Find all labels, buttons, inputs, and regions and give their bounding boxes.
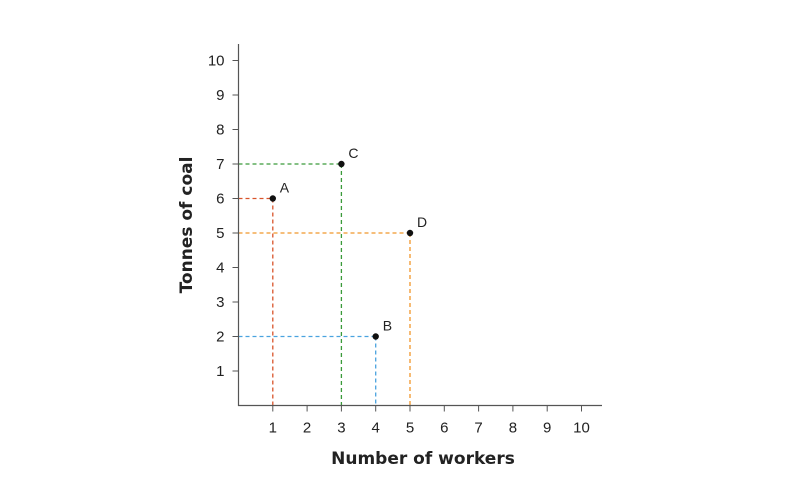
x-tick-label: 7 [474,420,482,437]
y-tick-label: 6 [216,191,224,208]
x-tick-label: 2 [303,420,311,437]
y-tick-label: 10 [208,53,225,70]
x-tick-label: 10 [573,420,590,437]
x-tick-label: 5 [406,420,414,437]
y-tick-label: 9 [216,87,224,104]
point-c [338,160,345,168]
x-tick-label: 4 [372,420,380,437]
point-label-a: A [280,180,290,196]
y-tick-label: 4 [216,260,224,277]
axes [237,44,602,407]
y-tick-label: 3 [216,294,224,311]
point-label-c: C [348,145,358,161]
point-d [406,229,414,237]
point-label-d: D [417,214,427,230]
x-tick-label: 3 [337,420,345,437]
y-tick-label: 7 [216,156,224,173]
x-tick-label: 9 [543,420,551,437]
x-tick-label: 1 [269,420,277,437]
y-axis-title: Tonnes of coal [177,157,197,294]
data-points: A B C D [269,145,427,340]
x-tick-label: 6 [440,420,448,437]
point-label-b: B [383,318,392,334]
y-tick-label: 2 [216,329,224,346]
point-b [372,333,379,340]
point-a [269,195,276,202]
y-tick-label: 1 [216,363,224,380]
x-axis-title: Number of workers [331,449,515,469]
guide-lines [238,163,411,406]
y-tick-label: 8 [216,122,224,139]
ticks: 1 2 3 4 5 6 7 8 9 10 1 2 3 4 5 6 7 8 9 10 [208,53,590,437]
y-tick-label: 5 [216,225,224,242]
x-tick-label: 8 [509,420,517,437]
